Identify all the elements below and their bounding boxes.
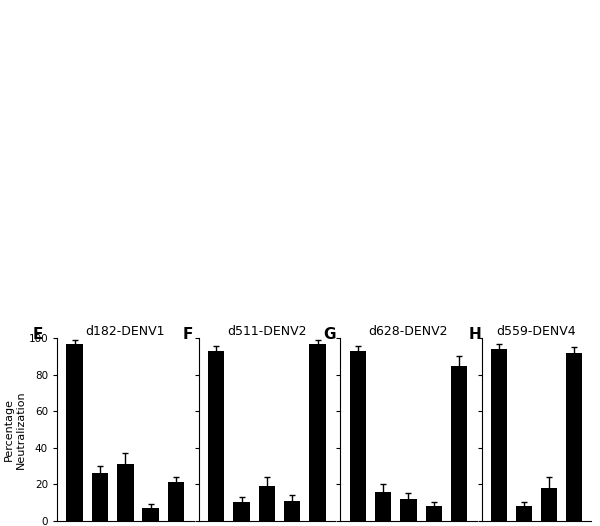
Title: d559-DENV4: d559-DENV4 — [496, 325, 576, 338]
Bar — [310, 343, 326, 521]
Bar — [168, 482, 184, 521]
Title: d511-DENV2: d511-DENV2 — [227, 325, 307, 338]
Bar — [208, 351, 224, 521]
Bar — [67, 343, 83, 521]
Text: E: E — [32, 327, 43, 342]
Bar — [375, 491, 391, 521]
Text: F: F — [182, 327, 193, 342]
Bar — [259, 486, 275, 521]
Bar — [516, 506, 532, 521]
Title: d628-DENV2: d628-DENV2 — [368, 325, 448, 338]
Bar — [566, 353, 581, 521]
Text: H: H — [469, 327, 481, 342]
Bar — [350, 351, 366, 521]
Y-axis label: Percentage
Neutralization: Percentage Neutralization — [4, 390, 26, 469]
Bar — [400, 499, 416, 521]
Bar — [425, 506, 442, 521]
Bar — [92, 473, 108, 521]
Title: d182-DENV1: d182-DENV1 — [86, 325, 165, 338]
Bar — [284, 501, 301, 521]
Bar — [451, 366, 467, 521]
Bar — [491, 349, 507, 521]
Bar — [233, 502, 250, 521]
Bar — [142, 508, 159, 521]
Bar — [541, 488, 557, 521]
Bar — [117, 464, 134, 521]
Text: G: G — [323, 327, 336, 342]
